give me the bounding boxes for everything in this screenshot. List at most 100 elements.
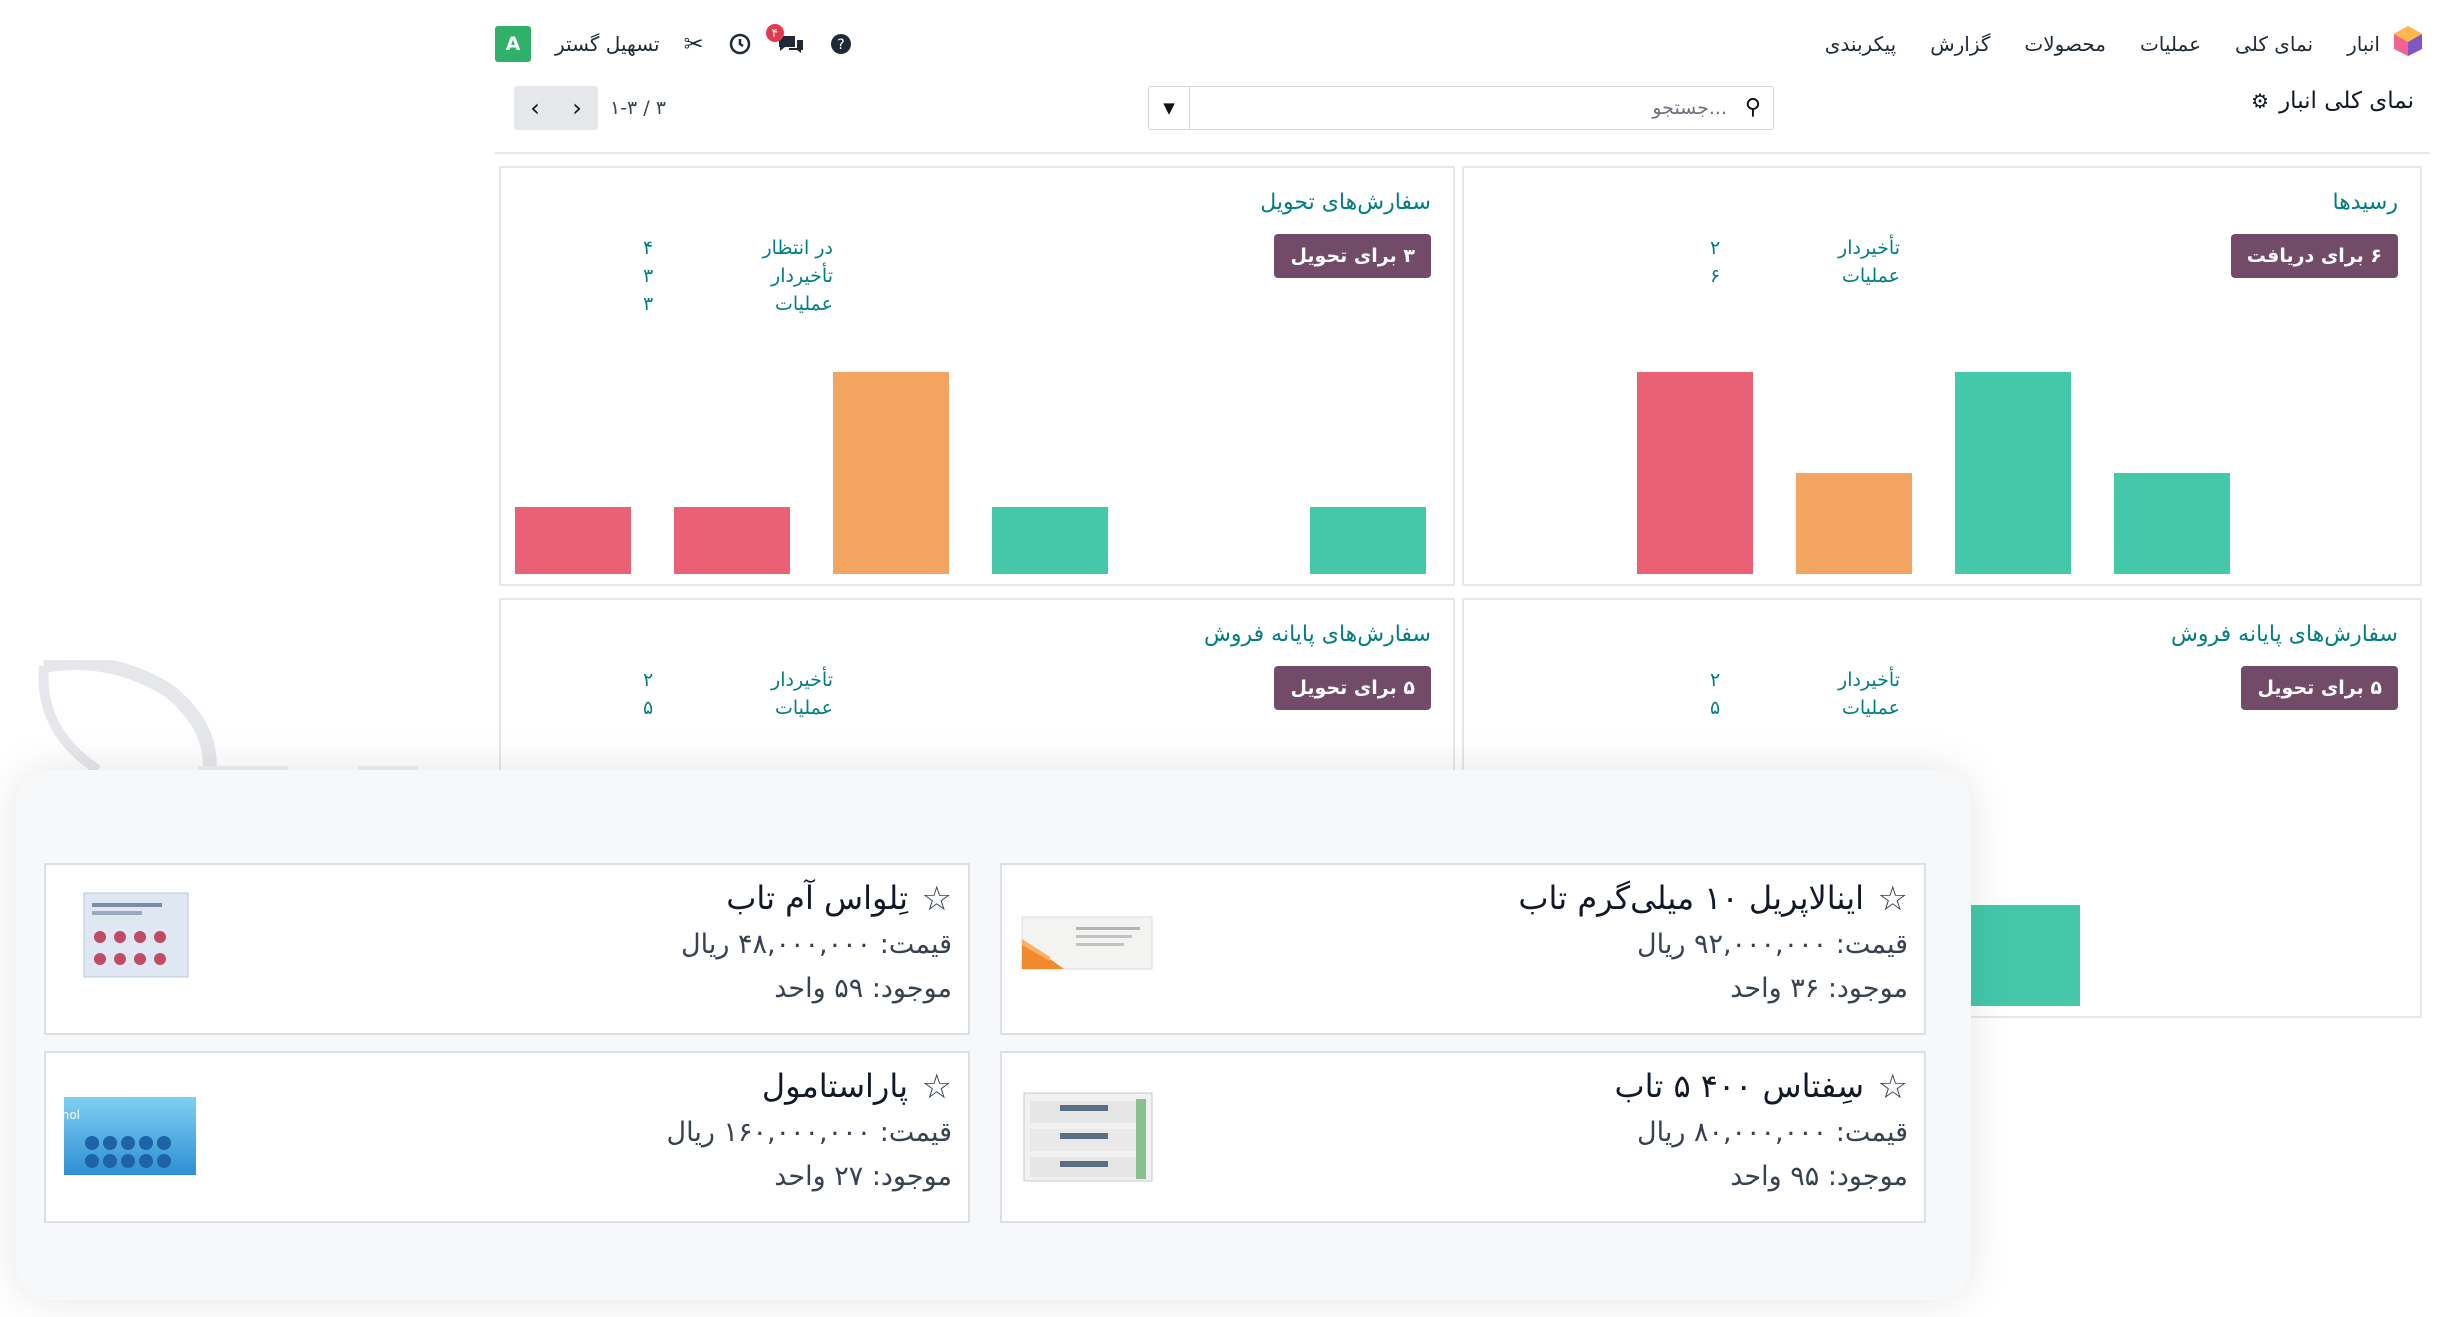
product-card[interactable]: ☆ سِفتاس ۴۰۰ ۵ تاب قیمت: ۸۰,۰۰۰,۰۰۰ ریال…: [1000, 1051, 1926, 1223]
menu-overview[interactable]: نمای کلی: [2235, 32, 2314, 56]
graph-bar[interactable]: [833, 372, 949, 574]
favorite-star-icon[interactable]: ☆: [921, 1067, 952, 1107]
menu-reporting[interactable]: گزارش: [1930, 32, 1991, 56]
stat-label[interactable]: عملیات: [774, 293, 833, 315]
stat-value[interactable]: ۳: [643, 293, 654, 315]
svg-text:?: ?: [837, 37, 844, 53]
product-image: [83, 892, 189, 978]
favorite-star-icon[interactable]: ☆: [1877, 1067, 1908, 1107]
product-image: [1023, 1092, 1153, 1182]
card-stats: تأخیردار ۲ عملیات ۵: [1710, 666, 1900, 722]
card-stats: تأخیردار ۲ عملیات ۶: [1710, 234, 1900, 290]
stat-value[interactable]: ۵: [643, 697, 654, 719]
card-bar-graph[interactable]: [1464, 372, 2420, 584]
product-stock: موجود: ۵۹ واحد: [774, 973, 952, 1004]
stat-value[interactable]: ۲: [1710, 237, 1721, 259]
card-bar-graph[interactable]: [501, 372, 1453, 584]
search-input[interactable]: جستجو...: [1652, 97, 1727, 119]
product-name[interactable]: پاراستامول: [761, 1067, 908, 1105]
favorite-star-icon[interactable]: ☆: [921, 879, 952, 919]
stat-label[interactable]: عملیات: [1841, 265, 1900, 287]
pager-value[interactable]: ۱-۳ / ۳: [610, 97, 666, 119]
stat-value[interactable]: ۲: [643, 669, 654, 691]
stat-label[interactable]: در انتظار: [762, 237, 833, 259]
graph-bar[interactable]: [1310, 507, 1426, 574]
product-image-label: Paracetamol: [62, 1108, 80, 1122]
debug-tools-icon[interactable]: ✂: [683, 30, 704, 58]
card-title[interactable]: سفارش‌های پایانه فروش: [1204, 622, 1431, 647]
menu-configuration[interactable]: پیکربندی: [1824, 32, 1897, 56]
help-icon[interactable]: ?: [830, 33, 852, 55]
graph-bar[interactable]: [1637, 372, 1753, 574]
decorative-leaf-shape: [38, 660, 418, 780]
menu-operations[interactable]: عملیات: [2139, 32, 2202, 56]
graph-bar[interactable]: [1964, 905, 2080, 1006]
product-card[interactable]: ☆ پاراستامول قیمت: ۱۶۰,۰۰۰,۰۰۰ ریال موجو…: [44, 1051, 970, 1223]
company-name[interactable]: تسهیل گستر: [555, 32, 660, 56]
card-stats: تأخیردار ۲ عملیات ۵: [643, 666, 833, 722]
receipts-card: رسیدها ۶ برای دریافت تأخیردار ۲ عملیات ۶: [1462, 166, 2422, 586]
delivery-orders-card: سفارش‌های تحویل ۳ برای تحویل در انتظار ۴ …: [499, 166, 1455, 586]
card-title[interactable]: سفارش‌های پایانه فروش: [2171, 622, 2398, 647]
graph-bar[interactable]: [1955, 372, 2071, 574]
card-bar-graph[interactable]: [1464, 806, 2420, 1016]
product-image: Paracetamol: [62, 1097, 196, 1175]
stat-value[interactable]: ۶: [1710, 265, 1721, 287]
stat-label[interactable]: تأخیردار: [771, 669, 833, 691]
product-price: قیمت: ۱۶۰,۰۰۰,۰۰۰ ریال: [666, 1117, 952, 1148]
stat-value[interactable]: ۵: [1710, 697, 1721, 719]
product-image: [1021, 916, 1153, 970]
menu-app-name[interactable]: انبار: [2347, 32, 2380, 56]
favorite-star-icon[interactable]: ☆: [1877, 879, 1908, 919]
product-price: قیمت: ۴۸,۰۰۰,۰۰۰ ریال: [680, 929, 952, 960]
activity-clock-icon[interactable]: [728, 32, 752, 56]
menu-products[interactable]: محصولات: [2024, 32, 2106, 56]
graph-bar[interactable]: [992, 507, 1108, 574]
pager-next-button[interactable]: ›: [572, 94, 582, 122]
page-title: نمای کلی انبار ⚙: [2251, 88, 2414, 114]
product-name[interactable]: اینالاپریل ۱۰ میلی‌گرم تاب: [1518, 879, 1864, 917]
product-price: قیمت: ۹۲,۰۰۰,۰۰۰ ریال: [1636, 929, 1908, 960]
product-stock: موجود: ۲۷ واحد: [774, 1161, 952, 1192]
chat-icon[interactable]: ۴: [765, 24, 806, 56]
product-name[interactable]: تِلواس آم تاب: [726, 879, 908, 917]
card-stats: در انتظار ۴ تأخیردار ۳ عملیات ۳: [643, 234, 833, 318]
card-action-button[interactable]: ۵ برای تحویل: [2241, 666, 2398, 710]
stat-value[interactable]: ۲: [1710, 669, 1721, 691]
gear-icon[interactable]: ⚙: [2251, 89, 2270, 113]
product-stock: موجود: ۳۶ واحد: [1730, 973, 1908, 1004]
graph-bar[interactable]: [2114, 473, 2230, 574]
main-menu: انبار نمای کلی عملیات محصولات گزارش پیکر…: [1825, 18, 2380, 70]
product-name[interactable]: سِفتاس ۴۰۰ ۵ تاب: [1614, 1067, 1864, 1105]
graph-bar[interactable]: [1796, 473, 1912, 574]
stat-label[interactable]: عملیات: [774, 697, 833, 719]
card-action-button[interactable]: ۳ برای تحویل: [1274, 234, 1431, 278]
product-card[interactable]: ☆ تِلواس آم تاب قیمت: ۴۸,۰۰۰,۰۰۰ ریال مو…: [44, 863, 970, 1035]
chat-count-badge: ۴: [765, 24, 784, 42]
graph-bar[interactable]: [515, 507, 631, 574]
pager-previous-button[interactable]: ‹: [530, 94, 540, 122]
stat-label[interactable]: تأخیردار: [1838, 237, 1900, 259]
card-action-button[interactable]: ۶ برای دریافت: [2230, 234, 2398, 278]
stat-label[interactable]: تأخیردار: [771, 265, 833, 287]
card-title[interactable]: سفارش‌های تحویل: [1260, 190, 1431, 215]
stat-label[interactable]: عملیات: [1841, 697, 1900, 719]
product-stock: موجود: ۹۵ واحد: [1730, 1161, 1908, 1192]
stat-value[interactable]: ۳: [643, 265, 654, 287]
page-title-text: نمای کلی انبار: [2279, 88, 2414, 114]
divider: [495, 152, 2430, 154]
product-card[interactable]: ☆ اینالاپریل ۱۰ میلی‌گرم تاب قیمت: ۹۲,۰۰…: [1000, 863, 1926, 1035]
graph-bar[interactable]: [674, 507, 790, 574]
card-action-button[interactable]: ۵ برای تحویل: [1274, 666, 1431, 710]
stat-value[interactable]: ۴: [643, 237, 654, 259]
search-options-toggle[interactable]: ▼: [1149, 87, 1190, 129]
systray: A تسهیل گستر ✂ ۴ ?: [495, 18, 852, 70]
product-price: قیمت: ۸۰,۰۰۰,۰۰۰ ریال: [1636, 1117, 1908, 1148]
inventory-app-icon[interactable]: [2391, 24, 2425, 58]
top-navbar: انبار نمای کلی عملیات محصولات گزارش پیکر…: [495, 18, 2425, 70]
search-icon: ⚲: [1744, 95, 1761, 120]
search-bar[interactable]: ⚲ جستجو... ▼: [1148, 86, 1774, 130]
card-title[interactable]: رسیدها: [2332, 190, 2398, 215]
user-avatar[interactable]: A: [495, 26, 531, 62]
stat-label[interactable]: تأخیردار: [1838, 669, 1900, 691]
